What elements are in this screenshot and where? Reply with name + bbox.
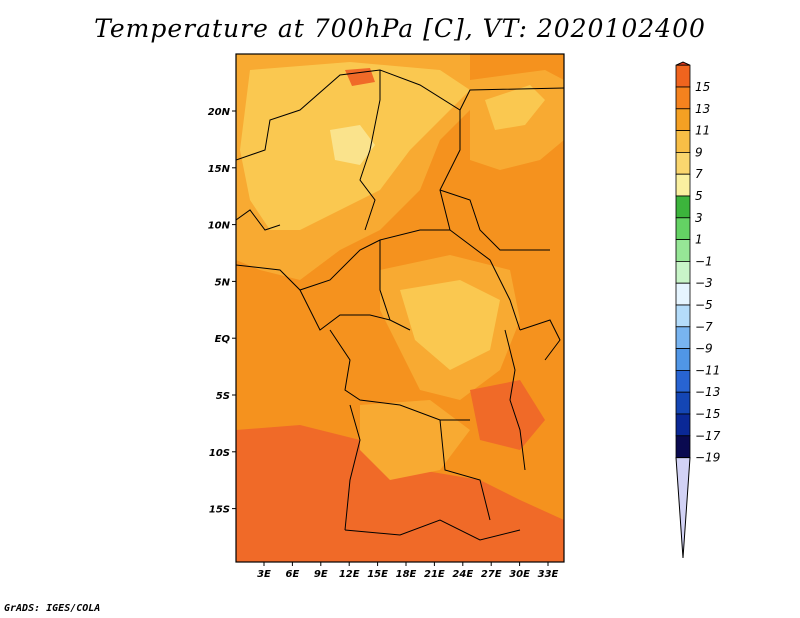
lon-tick-label: 33E xyxy=(538,569,559,580)
field-4c-patch xyxy=(330,125,375,165)
colorbar-box xyxy=(675,173,691,197)
lon-tick-label: 6E xyxy=(286,569,300,580)
border-car-cameroon xyxy=(379,240,391,321)
colorbar-box xyxy=(675,304,691,328)
colorbar-label: −11 xyxy=(695,363,720,377)
colorbar-label: 15 xyxy=(695,80,710,94)
colorbar-box xyxy=(675,239,691,262)
colorbar-box xyxy=(675,435,691,458)
border-uganda-kenya xyxy=(519,319,561,361)
lon-tick-label: 27E xyxy=(481,569,502,580)
colorbar-box xyxy=(675,326,691,349)
lon-tick-label: 18E xyxy=(396,569,417,580)
colorbar-box xyxy=(675,348,691,371)
colorbar-label: −13 xyxy=(695,385,720,399)
lat-tick-label: 5S xyxy=(216,391,230,402)
colorbar-label: 11 xyxy=(695,124,710,138)
colorbar-label: −9 xyxy=(695,342,713,356)
lon-tick-label: 15E xyxy=(367,569,388,580)
colorbar-label: −19 xyxy=(695,451,720,465)
border-sudan-ssudan xyxy=(439,189,550,251)
lat-tick-label: 10S xyxy=(209,448,230,459)
colorbar-label: −3 xyxy=(695,276,713,290)
border-zambia xyxy=(439,419,491,521)
lat-tick-label: EQ xyxy=(215,334,231,345)
lat-tick-label: 20N xyxy=(208,107,231,118)
colorbar-box xyxy=(675,413,691,437)
field-12c-south xyxy=(236,425,564,562)
lon-tick-label: 30E xyxy=(509,569,530,580)
lat-tick-label: 15N xyxy=(208,164,231,175)
border-gabon-congo xyxy=(299,289,411,331)
lat-tick-label: 5N xyxy=(215,277,231,288)
colorbar-box xyxy=(675,86,691,110)
colorbar-box xyxy=(675,195,691,219)
colorbar-label: 5 xyxy=(695,189,703,203)
colorbar-label: 13 xyxy=(695,102,710,116)
colorbar-box xyxy=(675,130,691,153)
border-angola-west xyxy=(344,404,361,531)
colorbar-label: 7 xyxy=(695,167,703,181)
border-angola-south xyxy=(344,519,521,541)
colorbar-label: −7 xyxy=(695,320,713,334)
lon-tick-label: 24E xyxy=(452,569,473,580)
colorbar-label: 1 xyxy=(695,233,703,247)
colorbar-bottom-triangle xyxy=(675,457,691,559)
footer-credit: GrADS: IGES/COLA xyxy=(4,603,101,614)
border-great-lakes xyxy=(504,329,526,471)
border-niger-chad xyxy=(359,70,381,231)
lon-tick-label: 21E xyxy=(424,569,445,580)
map-frame xyxy=(235,53,565,563)
colorbar-box xyxy=(675,64,691,88)
colorbar-box xyxy=(675,391,691,415)
field-6c-central xyxy=(400,280,500,370)
map-title: Temperature at 700hPa [C], VT: 202010240… xyxy=(94,14,706,43)
colorbar-label: −5 xyxy=(695,298,713,312)
colorbar-box xyxy=(675,260,691,284)
field-12c-east-patch xyxy=(470,380,545,450)
longitude-axis: 3E 6E 9E 12E 15E 18E 21E 24E 27E 30E 33E xyxy=(257,562,559,580)
colorbar-label: 3 xyxy=(695,211,703,225)
colorbar-label: −1 xyxy=(695,254,713,268)
lat-tick-label: 15S xyxy=(209,505,230,516)
colorbar-box xyxy=(675,108,691,132)
colorbar-label: −17 xyxy=(695,429,721,443)
colorbar-box xyxy=(675,151,691,175)
colorbar-box xyxy=(675,282,691,306)
lon-tick-label: 9E xyxy=(314,569,328,580)
field-12c-north-patch xyxy=(345,68,375,86)
colorbar-box xyxy=(675,369,691,393)
lat-tick-label: 10N xyxy=(208,221,231,232)
colorbar-box xyxy=(675,217,691,241)
country-borders xyxy=(236,69,564,541)
lon-tick-label: 3E xyxy=(257,569,271,580)
field-6c-east xyxy=(485,85,545,130)
colorbar-label: −15 xyxy=(695,407,720,421)
border-benin-togo xyxy=(236,209,281,231)
latitude-axis: 20N 15N 10N 5N EQ 5S 10S 15S xyxy=(208,107,236,516)
colorbar-label: 9 xyxy=(695,145,703,159)
border-nigeria-cameroon xyxy=(236,229,450,291)
temperature-field xyxy=(236,54,564,562)
lon-tick-label: 12E xyxy=(339,569,360,580)
border-sahel-north xyxy=(236,69,564,161)
colorbar-top-triangle xyxy=(675,61,691,66)
